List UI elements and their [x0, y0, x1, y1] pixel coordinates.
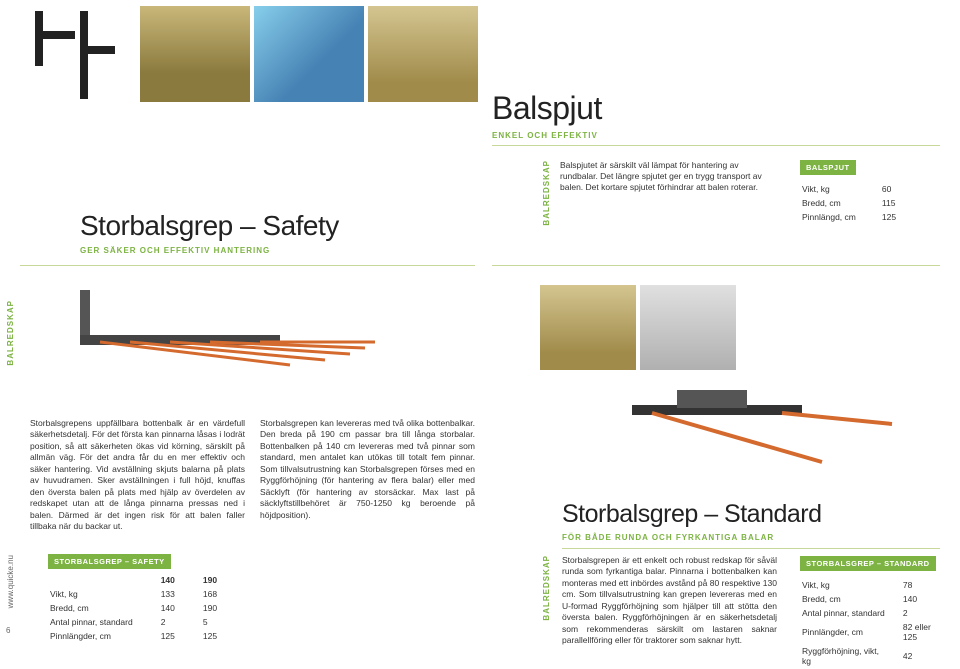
- photo-straw-bales: [368, 6, 478, 102]
- balspjut-spec-table: BALSPJUT Vikt, kg60 Bredd, cm115 Pinnlän…: [800, 160, 922, 225]
- safety-col2: Storbalsgrepen kan levereras med två oli…: [260, 418, 475, 521]
- standard-spec-table: STORBALSGREP – STANDARD Vikt, kg78 Bredd…: [800, 556, 960, 669]
- table-row: Vikt, kg78: [802, 579, 958, 591]
- balspjut-table-head: BALSPJUT: [800, 160, 856, 175]
- safety-table-head: STORBALSGREP – SAFETY: [48, 554, 171, 569]
- balspjut-title-block: Balspjut ENKEL OCH EFFEKTIV: [492, 90, 602, 140]
- standard-col: Storbalsgrepen är ett enkelt och robust …: [562, 555, 777, 647]
- photo-straw-field: [540, 285, 636, 370]
- photo-strip-mid: [540, 285, 736, 370]
- table-row: Bredd, cm140: [802, 593, 958, 605]
- safety-title-block: Storbalsgrep – Safety GER SÄKER OCH EFFE…: [80, 210, 339, 255]
- rule-3: [492, 265, 940, 266]
- standard-subhead: FÖR BÅDE RUNDA OCH FYRKANTIGA BALAR: [562, 533, 822, 542]
- safety-title: Storbalsgrep – Safety: [80, 210, 339, 242]
- balspjut-title: Balspjut: [492, 90, 602, 127]
- balspjut-bracket-illustration: [20, 6, 140, 106]
- table-row: Ryggförhöjning, vikt, kg42: [802, 645, 958, 667]
- table-row: Bredd, cm115: [802, 197, 920, 209]
- table-row: Bredd, cm140190: [50, 602, 243, 614]
- balspjut-description: Balspjutet är särskilt väl lämpat för ha…: [560, 160, 770, 193]
- table-row: Vikt, kg60: [802, 183, 920, 195]
- table-row: Vikt, kg133168: [50, 588, 243, 600]
- side-url: www.quicke.nu: [6, 555, 15, 608]
- photo-bigbag: [254, 6, 364, 102]
- photo-strip-top: [140, 6, 478, 102]
- table-row: Antal pinnar, standard2: [802, 607, 958, 619]
- page-num-left: 6: [6, 626, 10, 635]
- side-label-balredskap-3: BALREDSKAP: [542, 555, 551, 621]
- table-row: Pinnlängder, cm125125: [50, 630, 243, 642]
- standard-table-head: STORBALSGREP – STANDARD: [800, 556, 936, 571]
- table-row: 140190: [50, 574, 243, 586]
- rule-2: [20, 265, 475, 266]
- safety-spec-table: STORBALSGREP – SAFETY 140190 Vikt, kg133…: [48, 556, 245, 644]
- table-row: Pinnlängder, cm82 eller 125: [802, 621, 958, 643]
- side-label-balredskap-2: BALREDSKAP: [6, 300, 15, 366]
- photo-bale-loader: [140, 6, 250, 102]
- safety-subhead: GER SÄKER OCH EFFEKTIV HANTERING: [80, 246, 339, 255]
- table-row: Pinnlängd, cm125: [802, 211, 920, 223]
- standard-title-block: Storbalsgrep – Standard FÖR BÅDE RUNDA O…: [562, 500, 822, 542]
- standard-fork-illustration: [622, 390, 902, 480]
- photo-implement: [640, 285, 736, 370]
- table-row: Antal pinnar, standard25: [50, 616, 243, 628]
- safety-col1: Storbalsgrepens uppfällbara bottenbalk ä…: [30, 418, 245, 533]
- balspjut-subhead: ENKEL OCH EFFEKTIV: [492, 131, 602, 140]
- rule-4: [562, 548, 940, 549]
- safety-fork-illustration: [60, 280, 380, 380]
- side-label-balredskap-1: BALREDSKAP: [542, 160, 551, 226]
- rule-1: [492, 145, 940, 146]
- standard-title: Storbalsgrep – Standard: [562, 500, 822, 529]
